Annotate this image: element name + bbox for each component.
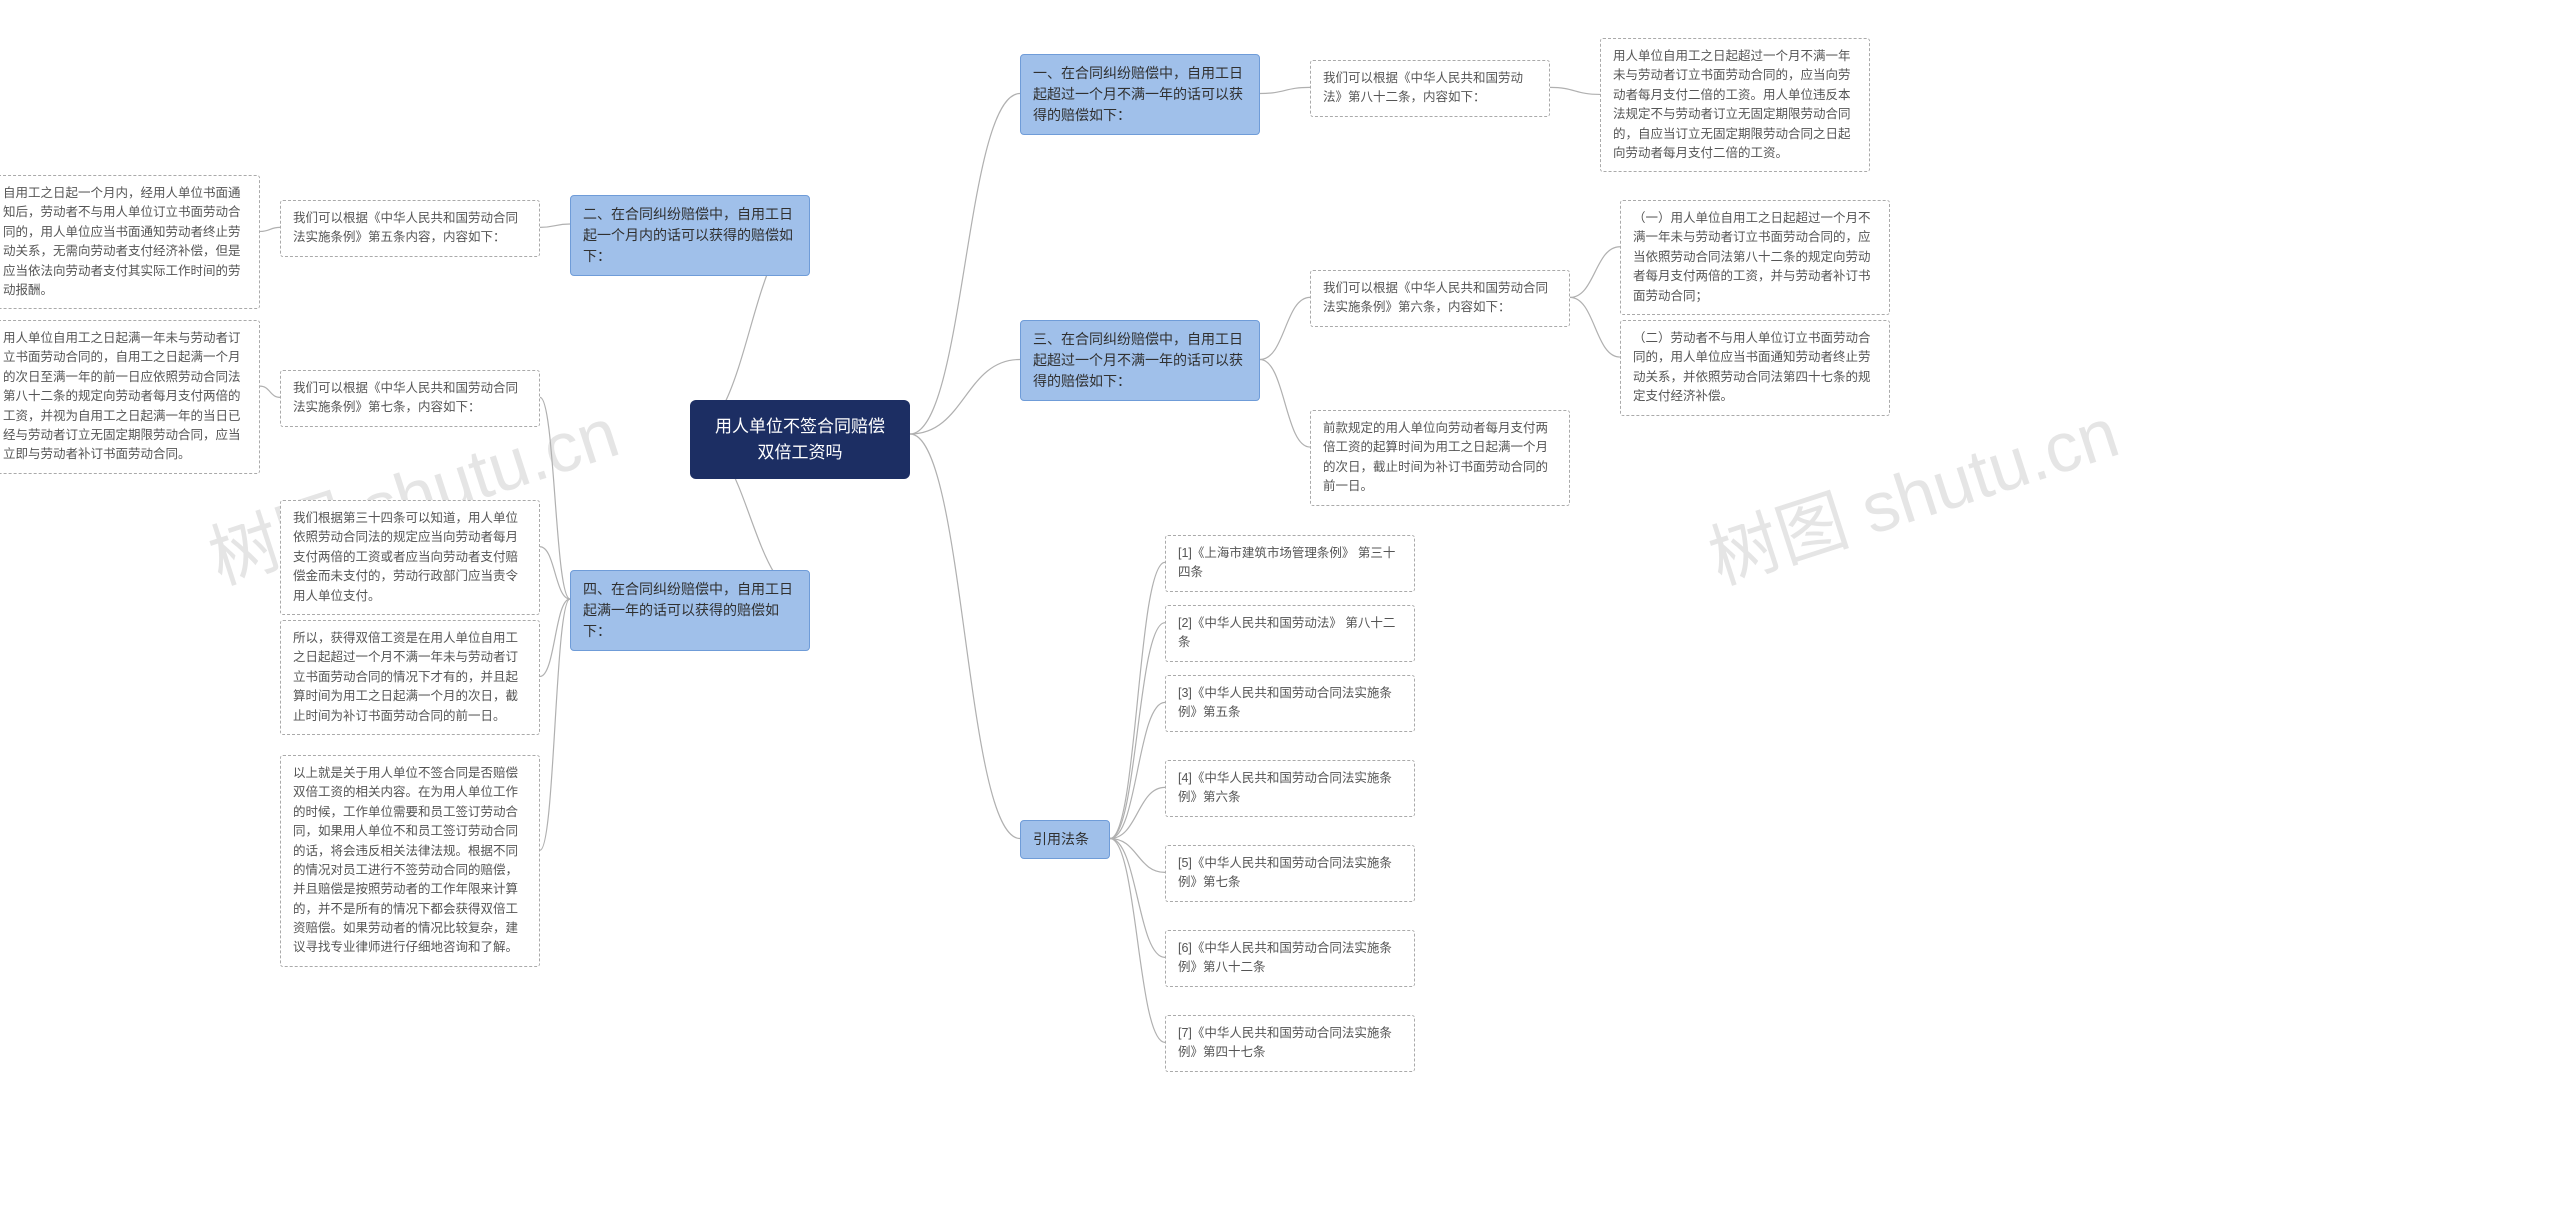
leaf-node: 前款规定的用人单位向劳动者每月支付两倍工资的起算时间为用工之日起满一个月的次日，… [1310,410,1570,506]
leaf-node: [2]《中华人民共和国劳动法》 第八十二条 [1165,605,1415,662]
connector [540,599,570,850]
leaf-node: [6]《中华人民共和国劳动合同法实施条例》第八十二条 [1165,930,1415,987]
leaf-node: 我们根据第三十四条可以知道，用人单位依照劳动合同法的规定应当向劳动者每月支付两倍… [280,500,540,615]
connector [1260,87,1310,93]
leaf-node: [1]《上海市建筑市场管理条例》 第三十四条 [1165,535,1415,592]
connector [540,599,570,676]
leaf-node: 我们可以根据《中华人民共和国劳动合同法实施条例》第六条，内容如下： [1310,270,1570,327]
root-node: 用人单位不签合同赔偿双倍工资吗 [690,400,910,479]
leaf-node: 自用工之日起一个月内，经用人单位书面通知后，劳动者不与用人单位订立书面劳动合同的… [0,175,260,309]
leaf-node: 我们可以根据《中华人民共和国劳动合同法实施条例》第七条，内容如下： [280,370,540,427]
leaf-node: （二）劳动者不与用人单位订立书面劳动合同的，用人单位应当书面通知劳动者终止劳动关… [1620,320,1890,416]
leaf-node: 我们可以根据《中华人民共和国劳动法》第八十二条，内容如下： [1310,60,1550,117]
connector [1110,787,1165,838]
connector [540,397,570,599]
leaf-node: 用人单位自用工之日起满一年未与劳动者订立书面劳动合同的，自用工之日起满一个月的次… [0,320,260,474]
leaf-node: 我们可以根据《中华人民共和国劳动合同法实施条例》第五条内容，内容如下： [280,200,540,257]
connector [1260,297,1310,359]
connector [540,547,570,599]
connector [1570,297,1620,357]
leaf-node: （一）用人单位自用工之日起超过一个月不满一年未与劳动者订立书面劳动合同的，应当依… [1620,200,1890,315]
branch-node: 一、在合同纠纷赔偿中，自用工日起超过一个月不满一年的话可以获得的赔偿如下： [1020,54,1260,135]
connector [1110,562,1165,838]
connector [260,227,280,231]
connector [540,224,570,227]
connector [910,94,1020,435]
leaf-node: [7]《中华人民共和国劳动合同法实施条例》第四十七条 [1165,1015,1415,1072]
connector [910,360,1020,435]
connector [1110,702,1165,838]
connector [1110,839,1165,1043]
connector [260,386,280,397]
leaf-node: 以上就是关于用人单位不签合同是否赔偿双倍工资的相关内容。在为用人单位工作的时候，… [280,755,540,967]
connector [1260,360,1310,448]
leaf-node: 用人单位自用工之日起超过一个月不满一年未与劳动者订立书面劳动合同的，应当向劳动者… [1600,38,1870,172]
branch-node: 二、在合同纠纷赔偿中，自用工日起一个月内的话可以获得的赔偿如下： [570,195,810,276]
connector [1550,87,1600,94]
connector [910,434,1020,839]
connector [1110,839,1165,873]
connector [1570,247,1620,298]
connector [1110,839,1165,958]
branch-node: 引用法条 [1020,820,1110,859]
leaf-node: [3]《中华人民共和国劳动合同法实施条例》第五条 [1165,675,1415,732]
connector [1110,623,1165,839]
leaf-node: [4]《中华人民共和国劳动合同法实施条例》第六条 [1165,760,1415,817]
leaf-node: 所以，获得双倍工资是在用人单位自用工之日起超过一个月不满一年未与劳动者订立书面劳… [280,620,540,735]
branch-node: 三、在合同纠纷赔偿中，自用工日起超过一个月不满一年的话可以获得的赔偿如下： [1020,320,1260,401]
leaf-node: [5]《中华人民共和国劳动合同法实施条例》第七条 [1165,845,1415,902]
branch-node: 四、在合同纠纷赔偿中，自用工日起满一年的话可以获得的赔偿如下： [570,570,810,651]
